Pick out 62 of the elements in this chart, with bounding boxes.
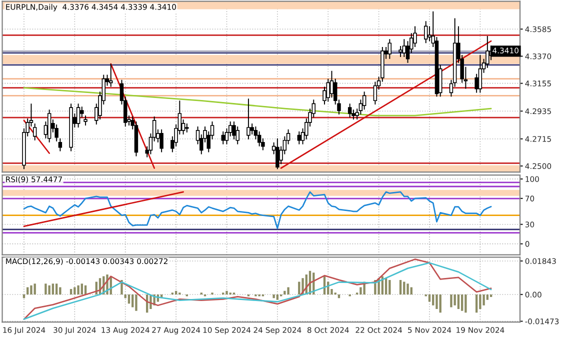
bar: [428, 294, 431, 302]
candlestick: [221, 130, 225, 145]
bar: [479, 294, 482, 310]
candlestick: [257, 130, 262, 147]
bar: [55, 284, 58, 294]
bar: [399, 280, 402, 294]
bar: [44, 284, 47, 294]
bar: [403, 282, 406, 294]
bar: [432, 294, 434, 306]
bar: [490, 294, 492, 298]
bar: [457, 294, 460, 310]
bar: [284, 290, 286, 294]
bar: [226, 290, 228, 294]
bar: [482, 294, 485, 306]
bar: [52, 284, 54, 294]
candlestick: [276, 138, 280, 170]
candlestick: [362, 91, 366, 110]
candlestick: [160, 128, 164, 153]
line-series: [23, 87, 492, 116]
bar: [436, 294, 438, 310]
bar: [34, 284, 36, 294]
line-series: [23, 191, 492, 229]
candlestick: [84, 115, 88, 126]
candlestick: [58, 138, 62, 152]
bar: [454, 294, 456, 306]
bar: [410, 287, 412, 294]
bar: [475, 294, 478, 313]
bar: [298, 282, 300, 294]
candlestick: [388, 38, 392, 60]
bar: [30, 285, 32, 294]
candlestick: [297, 130, 302, 145]
bar: [80, 284, 83, 294]
candlestick: [32, 122, 37, 141]
bar: [388, 280, 391, 294]
bar: [70, 289, 72, 294]
bar: [272, 294, 275, 298]
candlestick: [348, 103, 352, 118]
candlestick: [246, 98, 250, 140]
candlestick: [402, 38, 406, 58]
candlestick: [398, 46, 402, 58]
bar: [276, 294, 279, 300]
bar: [74, 287, 76, 294]
candlestick: [478, 54, 482, 94]
bar: [128, 294, 130, 304]
bar: [77, 285, 80, 294]
bar: [360, 287, 362, 294]
candlestick: [54, 124, 58, 142]
bar: [287, 287, 290, 294]
bar: [48, 285, 50, 294]
bar: [132, 294, 134, 308]
candlestick: [76, 103, 80, 128]
bar: [135, 294, 138, 311]
bar: [450, 294, 452, 308]
bar: [406, 284, 409, 294]
bar: [26, 287, 29, 294]
candlestick: [109, 63, 113, 88]
bar: [59, 287, 62, 294]
bar: [460, 294, 464, 311]
candlestick: [424, 20, 428, 44]
bar: [464, 294, 467, 313]
candlestick: [373, 81, 378, 106]
bar: [439, 294, 442, 313]
